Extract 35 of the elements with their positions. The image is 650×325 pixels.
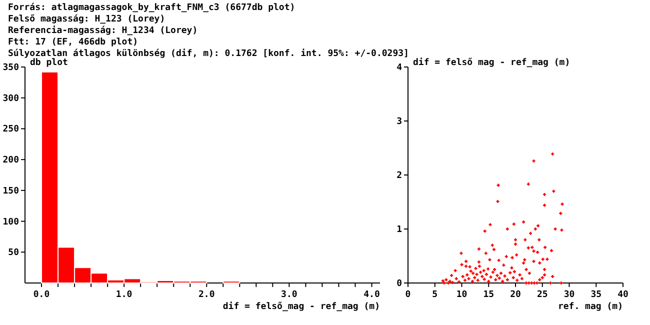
y-tick-label: 3 [396, 117, 402, 127]
y-axis-title: db plot [30, 58, 68, 68]
x-tick-label: 1.0 [116, 290, 132, 300]
x-tick-label: 0.0 [33, 290, 50, 300]
y-tick-label: 1 [396, 225, 402, 235]
x-tick-label: 40 [618, 290, 628, 300]
text: Ftt: 17 (EF, 466db plot) [8, 38, 138, 48]
y-axis-title: dif = felső mag - ref_mag (m) [413, 57, 570, 68]
y-tick-label: 300 [2, 94, 19, 104]
x-tick-label: 20 [510, 290, 521, 300]
text: Felső magasság: H_123 (Lorey) [8, 14, 166, 24]
y-tick-label: 2 [396, 171, 402, 181]
text: Referencia-magasság: H_1234 (Lorey) [8, 25, 198, 36]
y-tick-label: 150 [2, 186, 19, 196]
x-tick-label: 35 [590, 290, 602, 300]
y-tick-label: 350 [2, 63, 19, 73]
x-tick-label: 10 [456, 290, 468, 300]
y-tick-label: 200 [2, 156, 19, 166]
y-tick-label: 0 [396, 279, 402, 289]
y-tick-label: 250 [2, 124, 19, 135]
x-axis-title: dif = felső_mag - ref_mag (m) [222, 301, 380, 312]
x-tick-label: 0 [405, 290, 411, 300]
text: Súlyozatlan átlagos különbség (dif, m): 0.1762 [konf. int. 95%: +/-0.0293] [8, 48, 409, 59]
y-tick-label: 100 [2, 217, 19, 228]
y-tick-label: 4 [396, 63, 403, 73]
x-tick-label: 5 [432, 290, 438, 300]
x-tick-label: 2.0 [198, 290, 215, 300]
x-axis-title: ref. mag (m) [558, 302, 623, 312]
x-tick-label: 4.0 [364, 290, 380, 300]
x-tick-label: 3.0 [281, 290, 298, 300]
text: Forrás: atlagmagassagok_by_kraft_FNM_c3 (6677db plot) [8, 2, 296, 13]
x-tick-label: 15 [483, 290, 494, 300]
x-tick-label: 30 [564, 290, 575, 300]
x-tick-label: 25 [536, 290, 548, 300]
y-tick-label: 50 [8, 248, 19, 258]
